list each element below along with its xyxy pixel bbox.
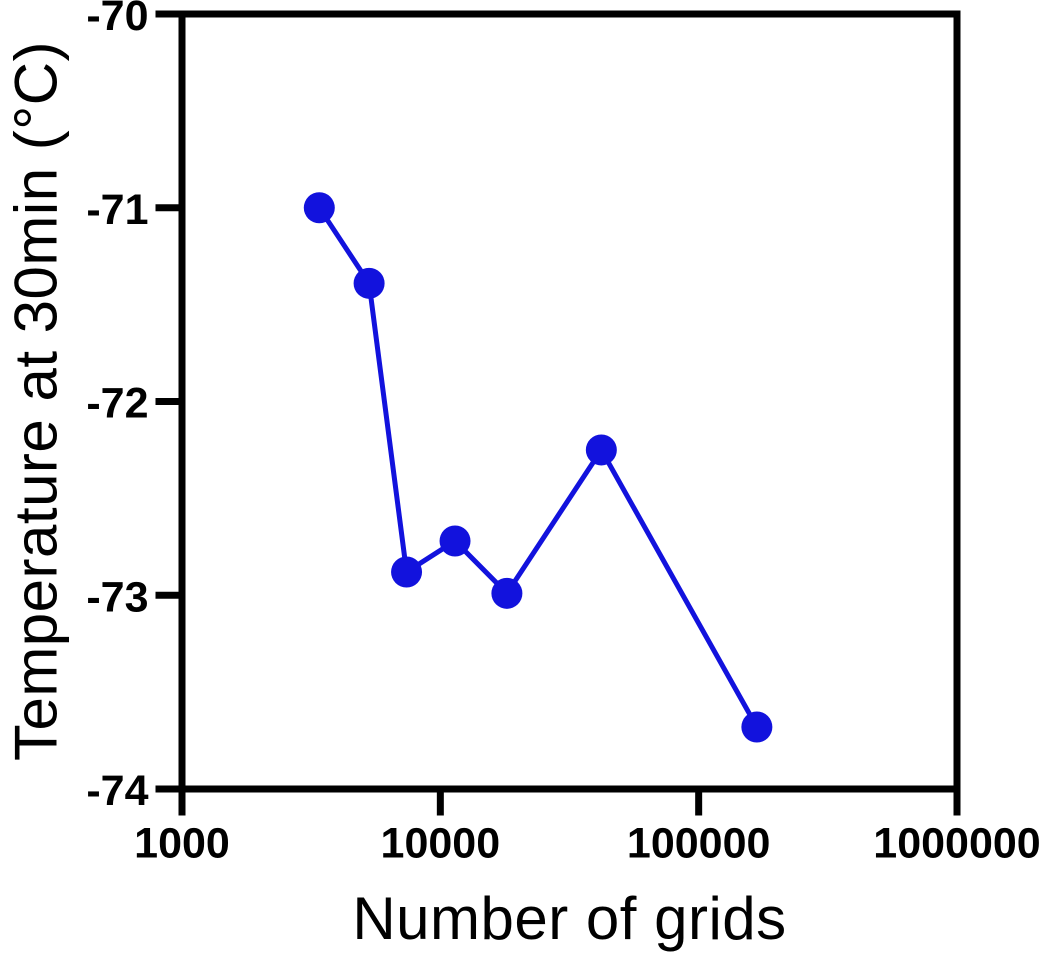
plot-border: [178, 10, 961, 793]
y-tick-label: -73: [86, 573, 148, 621]
x-tick-label: 10000: [381, 820, 501, 868]
y-tick-label: -74: [86, 767, 148, 815]
x-tick-label: 1000: [134, 820, 230, 868]
y-tick-label: -70: [86, 0, 148, 40]
series-line: [316, 205, 760, 730]
y-tick-label: -72: [86, 380, 148, 428]
data-point: [353, 267, 385, 299]
data-point: [491, 577, 523, 609]
data-point: [391, 556, 423, 588]
data-point: [741, 711, 773, 743]
data-point: [585, 434, 617, 466]
x-tick-label: 100000: [627, 820, 771, 868]
x-tick-label: 1000000: [873, 820, 1040, 868]
y-axis-title: Temperature at 30min (°C): [2, 40, 70, 762]
y-tick-label: -71: [86, 186, 148, 234]
x-axis-title: Number of grids: [352, 885, 787, 952]
data-point: [439, 525, 471, 557]
data-point: [303, 192, 335, 224]
